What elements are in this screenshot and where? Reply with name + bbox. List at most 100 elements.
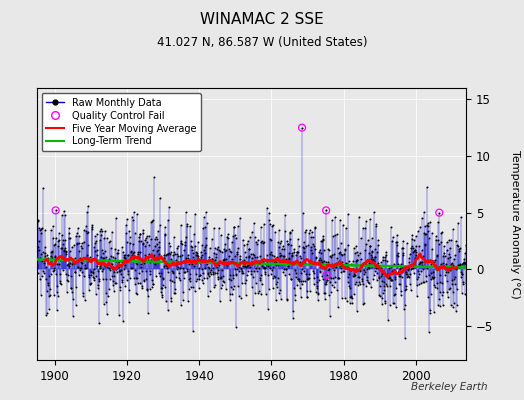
Point bbox=[241, 249, 249, 255]
Point bbox=[355, 214, 363, 220]
Point bbox=[442, 269, 451, 275]
Point bbox=[277, 252, 285, 258]
Point bbox=[330, 279, 339, 285]
Point bbox=[228, 286, 237, 292]
Point bbox=[158, 292, 167, 298]
Point bbox=[380, 278, 388, 285]
Point bbox=[451, 252, 459, 258]
Point bbox=[190, 288, 199, 294]
Point bbox=[307, 227, 315, 233]
Point bbox=[82, 223, 90, 229]
Point bbox=[246, 234, 255, 240]
Point bbox=[279, 269, 288, 276]
Point bbox=[361, 247, 369, 253]
Point bbox=[90, 277, 99, 283]
Point bbox=[101, 228, 109, 234]
Point bbox=[314, 291, 322, 297]
Point bbox=[269, 275, 277, 282]
Point bbox=[191, 243, 199, 249]
Point bbox=[92, 247, 101, 253]
Point bbox=[99, 266, 107, 272]
Point bbox=[356, 267, 365, 274]
Point bbox=[53, 283, 61, 289]
Point bbox=[236, 214, 244, 221]
Point bbox=[296, 259, 304, 266]
Point bbox=[343, 262, 351, 269]
Point bbox=[384, 272, 392, 279]
Point bbox=[215, 298, 224, 304]
Point bbox=[242, 264, 250, 270]
Point bbox=[50, 267, 59, 273]
Point bbox=[55, 260, 63, 267]
Point bbox=[260, 220, 268, 227]
Point bbox=[104, 261, 112, 268]
Point bbox=[250, 268, 258, 274]
Point bbox=[130, 275, 138, 282]
Point bbox=[272, 279, 281, 286]
Point bbox=[340, 264, 348, 270]
Point bbox=[347, 294, 356, 300]
Point bbox=[341, 247, 349, 253]
Point bbox=[439, 260, 447, 266]
Point bbox=[380, 257, 389, 264]
Point bbox=[39, 249, 47, 255]
Point bbox=[308, 250, 316, 257]
Point bbox=[323, 272, 331, 278]
Point bbox=[190, 231, 199, 237]
Point bbox=[134, 280, 143, 286]
Point bbox=[159, 276, 168, 282]
Point bbox=[167, 256, 175, 262]
Point bbox=[292, 270, 300, 276]
Point bbox=[451, 281, 460, 287]
Point bbox=[369, 257, 377, 264]
Point bbox=[373, 249, 381, 255]
Point bbox=[66, 248, 74, 254]
Point bbox=[56, 278, 64, 284]
Point bbox=[256, 223, 265, 230]
Point bbox=[165, 204, 173, 210]
Point bbox=[153, 236, 161, 242]
Point bbox=[319, 236, 328, 242]
Point bbox=[436, 261, 445, 268]
Point bbox=[63, 262, 72, 268]
Point bbox=[146, 286, 155, 292]
Point bbox=[165, 250, 173, 256]
Point bbox=[358, 277, 366, 284]
Point bbox=[203, 271, 212, 278]
Point bbox=[230, 282, 238, 289]
Point bbox=[44, 255, 52, 261]
Point bbox=[109, 254, 117, 260]
Point bbox=[111, 280, 119, 286]
Point bbox=[111, 258, 119, 264]
Point bbox=[304, 274, 313, 281]
Point bbox=[333, 275, 342, 281]
Point bbox=[429, 275, 437, 281]
Point bbox=[83, 229, 92, 236]
Point bbox=[377, 273, 385, 279]
Point bbox=[65, 262, 73, 269]
Point bbox=[307, 244, 315, 250]
Point bbox=[162, 265, 171, 272]
Point bbox=[208, 256, 216, 262]
Point bbox=[341, 295, 350, 302]
Point bbox=[410, 237, 419, 243]
Point bbox=[432, 266, 441, 272]
Point bbox=[287, 252, 296, 258]
Point bbox=[390, 290, 399, 297]
Point bbox=[66, 234, 74, 241]
Point bbox=[233, 249, 242, 255]
Point bbox=[366, 242, 375, 249]
Point bbox=[230, 224, 238, 230]
Point bbox=[49, 292, 58, 298]
Point bbox=[192, 249, 200, 256]
Point bbox=[286, 229, 294, 236]
Point bbox=[445, 251, 453, 257]
Point bbox=[39, 260, 48, 266]
Point bbox=[340, 268, 348, 275]
Point bbox=[244, 268, 252, 274]
Point bbox=[400, 264, 408, 270]
Point bbox=[434, 237, 443, 243]
Point bbox=[192, 277, 200, 284]
Point bbox=[214, 224, 223, 231]
Point bbox=[214, 244, 222, 250]
